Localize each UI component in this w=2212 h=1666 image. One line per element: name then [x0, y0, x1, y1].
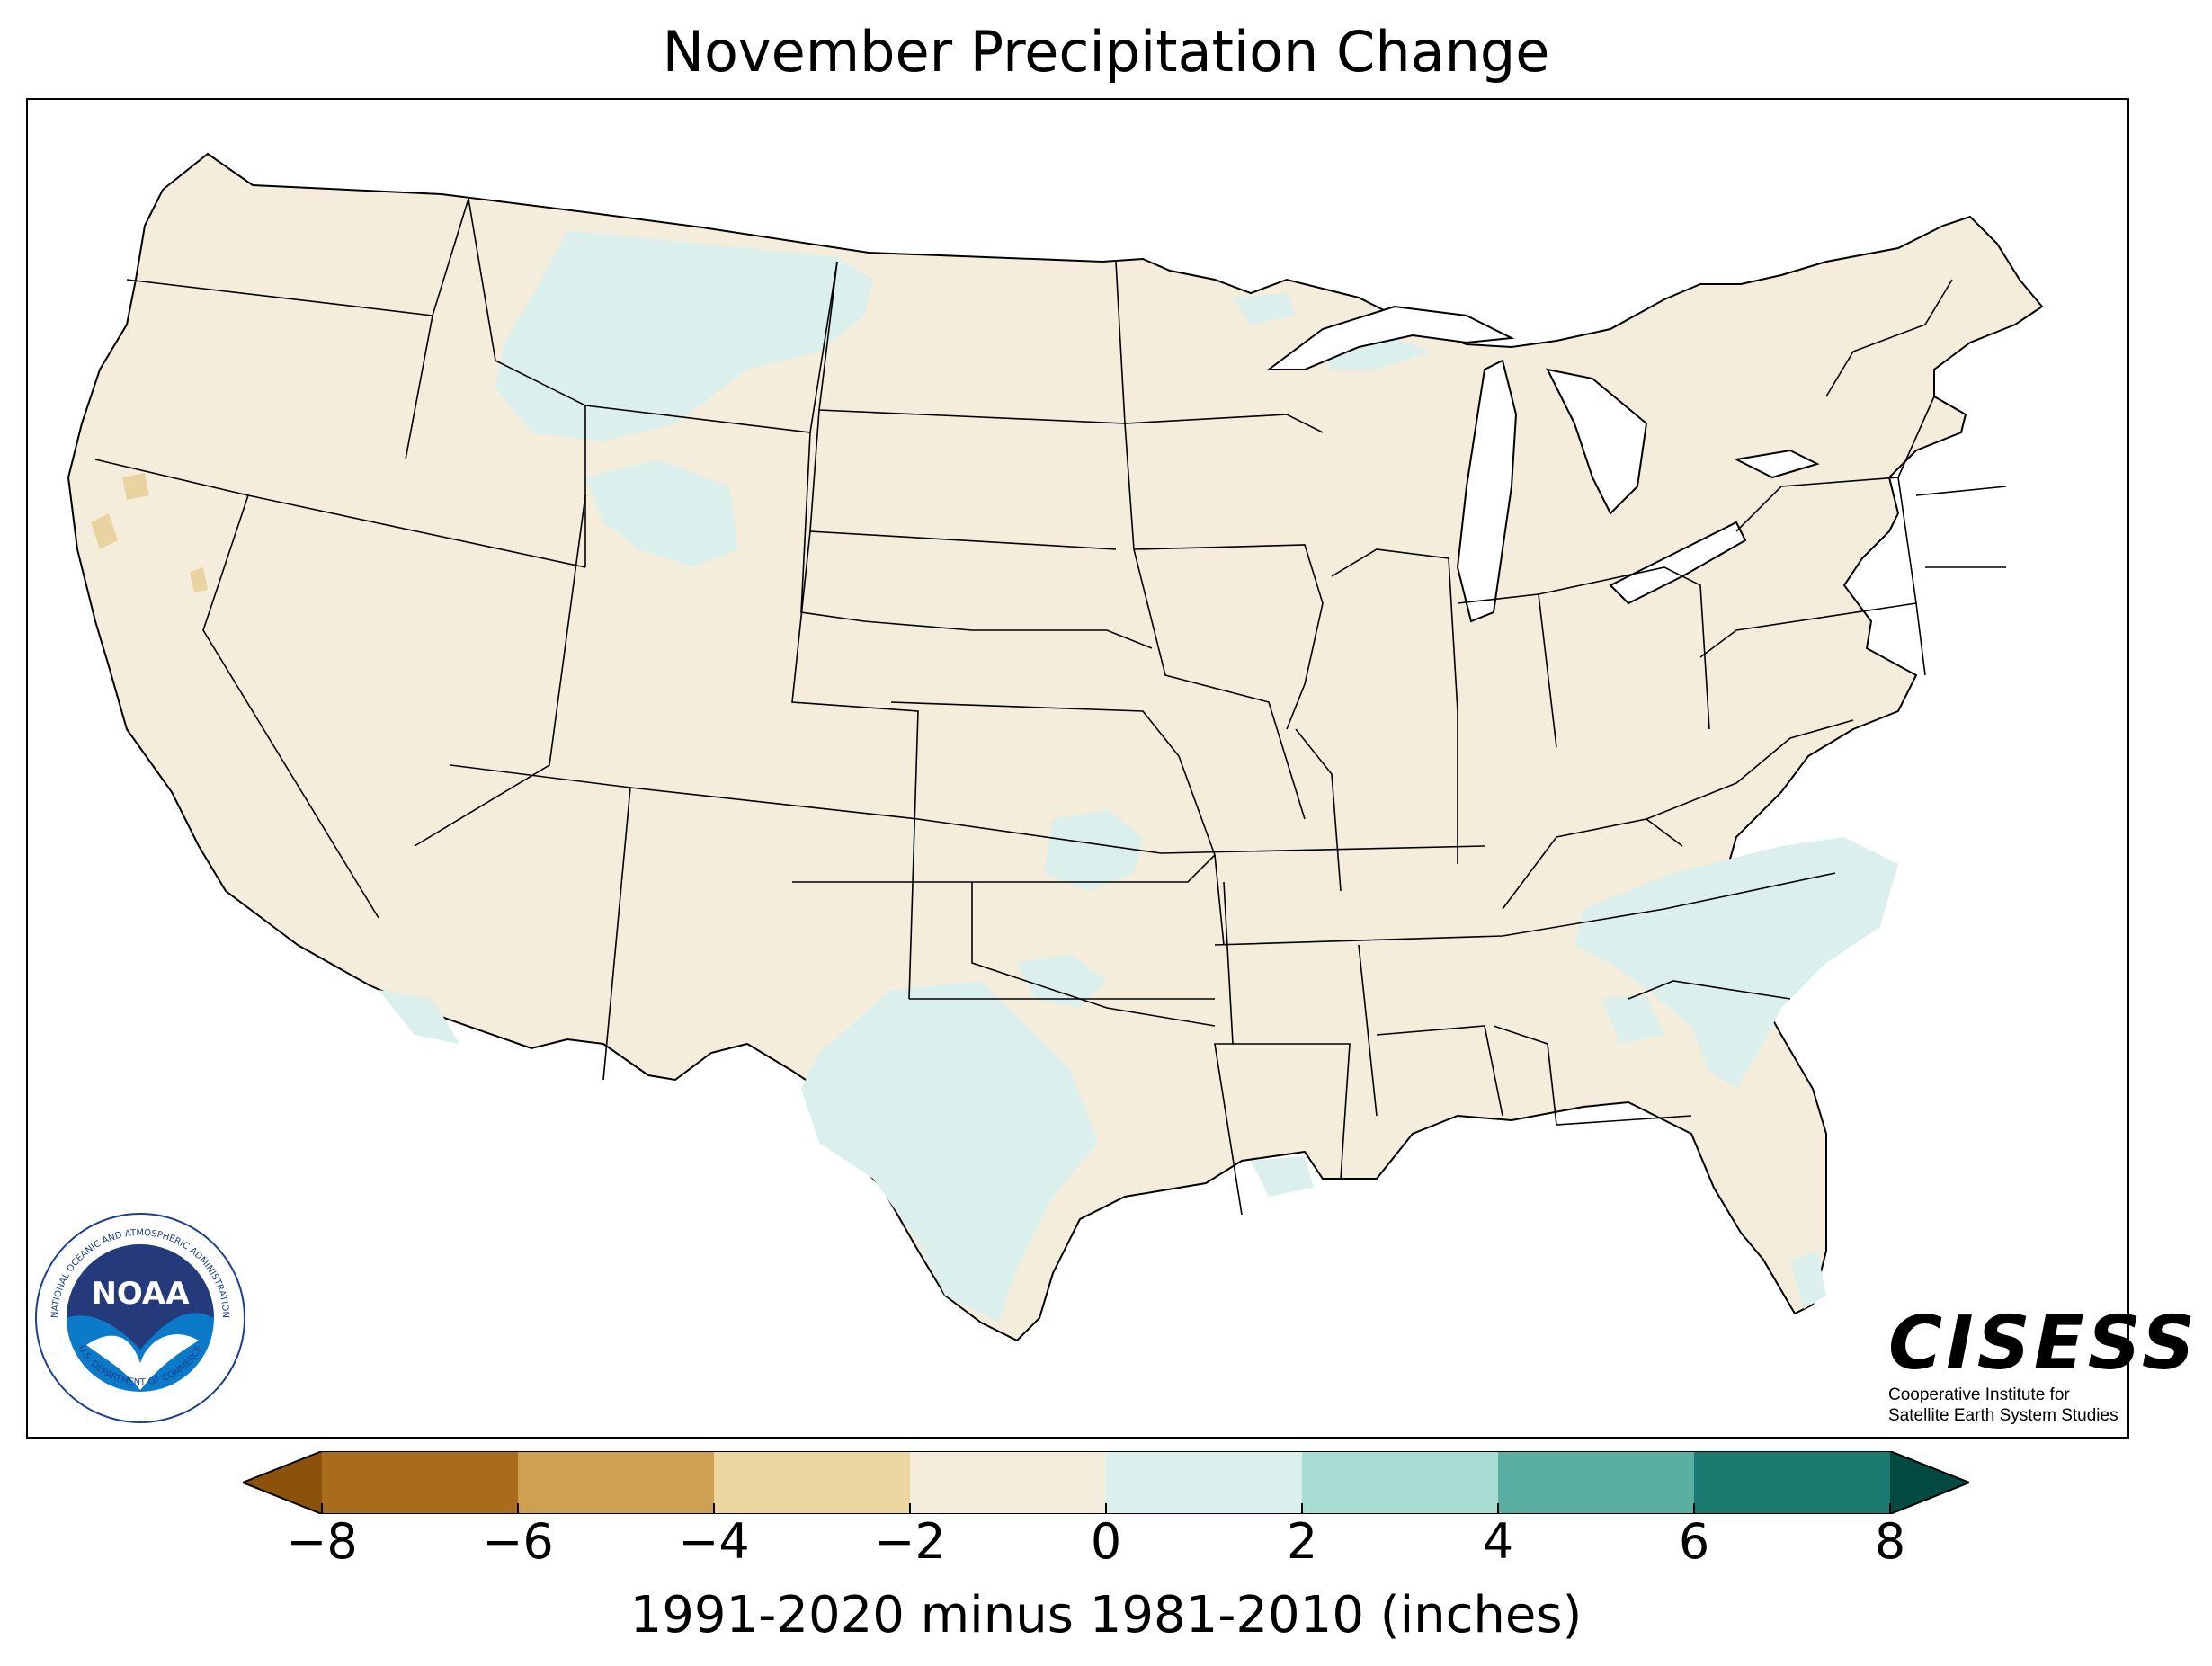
cisess-subtitle-1: Cooperative Institute for: [1888, 1385, 2070, 1404]
florida-positive: [1790, 1251, 1826, 1309]
colorbar-segment: [714, 1451, 911, 1514]
colorbar-extend-low: [243, 1451, 322, 1514]
texas-positive: [801, 981, 1098, 1323]
state-boundaries: [94, 198, 2007, 1216]
montana-wyoming-positive: [495, 230, 873, 441]
cisess-subtitle-2: Satellite Earth System Studies: [1888, 1406, 2118, 1425]
colorbar-segment: [1106, 1451, 1303, 1514]
colorbar-tick-label: 6: [1678, 1513, 1710, 1570]
georgia-positive: [1601, 994, 1664, 1044]
positive-change-areas: [379, 230, 1898, 1323]
cisess-logo: CISESS Cooperative Institute for Satelli…: [1888, 1301, 2199, 1426]
wyoming-positive: [585, 459, 738, 567]
lake-superior: [1266, 305, 1515, 370]
colorbar-tick-label: 0: [1090, 1513, 1122, 1570]
arizona-positive: [379, 990, 459, 1044]
noaa-logo: NOAA NATIONAL OCEANIC AND ATMOSPHERIC AD…: [35, 1213, 245, 1423]
colorbar-tick-label: −6: [482, 1513, 554, 1570]
cisess-name: CISESS: [1888, 1301, 2199, 1386]
colorbar-segment: [910, 1451, 1107, 1514]
colorbar-label: 1991-2020 minus 1981-2010 (inches): [629, 1586, 1583, 1644]
oklahoma-positive: [1017, 954, 1107, 1008]
colorbar-tick-label: −2: [874, 1513, 946, 1570]
noaa-acronym: NOAA: [91, 1276, 190, 1312]
colorbar-tick-label: 2: [1286, 1513, 1318, 1570]
colorbar-segment: [1498, 1451, 1695, 1514]
california-negative-1: [91, 513, 118, 549]
minnesota-positive: [1233, 293, 1296, 325]
colorbar-segment: [1694, 1451, 1891, 1514]
kansas-positive: [1044, 810, 1143, 891]
colorbar-segment: [1302, 1451, 1499, 1514]
us-precipitation-map: [67, 152, 2044, 1342]
colorbar-extend-high: [1890, 1451, 1969, 1514]
colorbar: [243, 1451, 1969, 1514]
california-negative-3: [190, 567, 208, 592]
colorbar-tick-label: −4: [678, 1513, 750, 1570]
colorbar-segment: [518, 1451, 715, 1514]
lake-huron: [1546, 368, 1648, 515]
conus-land: [67, 152, 2044, 1342]
great-lakes: [1266, 305, 1820, 623]
map-title: November Precipitation Change: [662, 19, 1550, 85]
lake-michigan: [1456, 359, 1518, 623]
lake-erie: [1609, 521, 1747, 605]
michigan-up-positive: [1323, 338, 1431, 370]
carolinas-positive: [1574, 837, 1898, 1089]
colorbar-segment: [322, 1451, 519, 1514]
california-negative-2: [122, 473, 149, 500]
colorbar-tick-label: 4: [1482, 1513, 1514, 1570]
colorbar-tick-label: 8: [1874, 1513, 1906, 1570]
louisiana-positive: [1251, 1156, 1314, 1197]
negative-change-areas: [91, 473, 208, 592]
lake-ontario: [1733, 449, 1820, 479]
map-panel: [26, 98, 2129, 1439]
colorbar-tick-label: −8: [286, 1513, 358, 1570]
